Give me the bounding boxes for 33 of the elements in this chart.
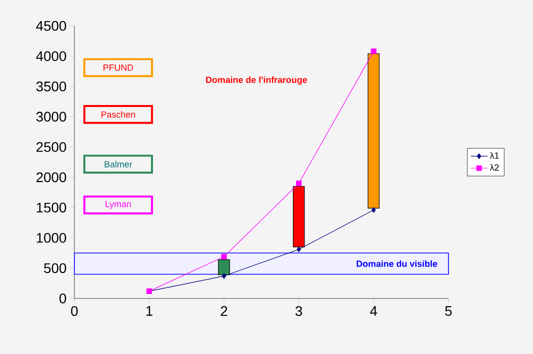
y-tick-label: 4000 (36, 51, 66, 61)
point (296, 180, 302, 186)
y-tick-label: 3500 (36, 81, 66, 92)
y-tick-label: 0 (59, 293, 66, 304)
annotation: Domaine de l'infrarouge (206, 76, 308, 85)
point (222, 273, 226, 279)
legend-label: λ1 (490, 152, 499, 159)
point (296, 246, 301, 252)
x-tick-label: 2 (220, 306, 228, 316)
x-tick-label: 1 (146, 306, 152, 316)
x-tick-label: 5 (445, 306, 452, 316)
annotation: Lyman (106, 200, 131, 209)
annotation: PFUND (104, 64, 134, 71)
legend-label: λ2 (490, 164, 499, 171)
x-tick-label: 4 (370, 306, 378, 316)
point (371, 207, 376, 213)
bar (292, 186, 305, 248)
y-tick-label: 1500 (36, 202, 66, 212)
y-tick-label: 3000 (36, 112, 66, 122)
annotation: Balmer (104, 160, 132, 168)
y-tick-label: 2500 (36, 142, 66, 152)
y-tick-label: 2000 (36, 172, 66, 182)
point (221, 254, 227, 260)
bar (368, 53, 380, 208)
x-tick-label: 3 (295, 306, 302, 316)
band-label: Domaine du visible (356, 260, 438, 267)
point (370, 48, 376, 54)
annotation: Paschen (102, 111, 135, 118)
y-tick-label: 1000 (36, 232, 66, 243)
y-tick-label: 500 (44, 263, 66, 273)
y-tick-label: 4500 (36, 20, 66, 31)
x-tick-label: 0 (71, 306, 78, 316)
bar (218, 259, 230, 276)
